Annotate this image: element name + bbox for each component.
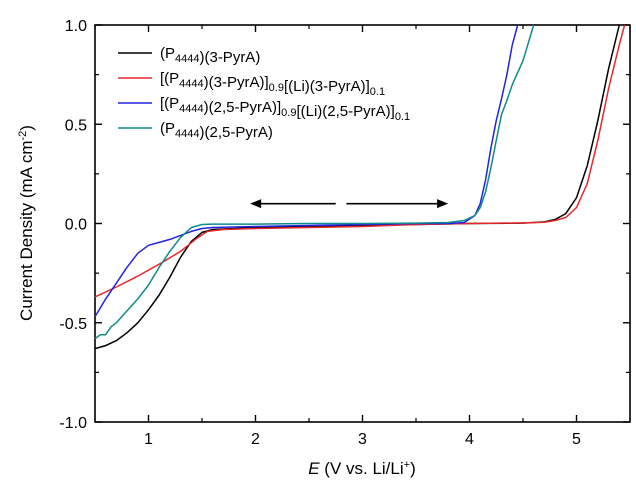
series-line-3 <box>94 24 519 318</box>
legend-subscript: 4444 <box>175 128 199 140</box>
series-line-2 <box>94 24 626 298</box>
series-line-4 <box>94 24 535 340</box>
legend-label-1: (P4444)(3-PyrA) <box>160 45 260 66</box>
x-title-text: (V vs. Li/Li <box>320 459 404 478</box>
x-tick-label: 1 <box>144 431 153 448</box>
double-arrow-annotation <box>250 199 449 209</box>
x-title-variable: E <box>308 459 320 478</box>
legend-subscript: 0.1 <box>370 86 385 98</box>
legend-subscript: 4444 <box>175 53 199 65</box>
y-tick-label: 0.5 <box>65 117 87 134</box>
arrow-head-left <box>250 199 262 209</box>
legend-text-part: [(Li)(2,5-PyrA)] <box>296 103 394 120</box>
legend-subscript: 4444 <box>179 78 203 90</box>
series-line-1 <box>94 24 621 350</box>
x-title-close: ) <box>410 459 416 478</box>
y-tick-label: -1.0 <box>59 415 87 432</box>
legend-label-3: [(P4444)(2,5-PyrA)]0.9[(Li)(2,5-PyrA)]0.… <box>160 95 410 123</box>
legend: (P4444)(3-PyrA)[(P4444)(3-PyrA)]0.9[(Li)… <box>118 45 410 141</box>
legend-subscript: 4444 <box>179 103 203 115</box>
y-title-text: Current Density (mA cm <box>17 141 36 321</box>
legend-text-part: [(Li)(3-PyrA)] <box>284 78 370 95</box>
x-tick-label: 5 <box>572 431 581 448</box>
axis-ticks: 1 2 3 4 5 -1.0 -0.5 0.0 0.5 1.0 <box>59 18 631 448</box>
legend-text-part: (P <box>160 120 175 137</box>
legend-text-part: )(2,5-PyrA) <box>199 124 272 141</box>
legend-text-part: [(P <box>160 95 179 112</box>
y-title-superscript: -2 <box>17 131 29 141</box>
legend-label-2: [(P4444)(3-PyrA)]0.9[(Li)(3-PyrA)]0.1 <box>160 70 385 98</box>
x-title-superscript: + <box>404 459 410 471</box>
y-title-close: ) <box>17 125 36 131</box>
legend-text-part: (P <box>160 45 175 62</box>
legend-text-part: )(2,5-PyrA)] <box>204 99 282 116</box>
series-layer <box>94 24 626 350</box>
y-tick-label: 0.0 <box>65 217 87 234</box>
x-tick-label: 2 <box>251 431 260 448</box>
legend-label-4: (P4444)(2,5-PyrA) <box>160 120 273 141</box>
legend-subscript: 0.9 <box>281 107 296 119</box>
x-tick-label: 4 <box>465 431 474 448</box>
legend-subscript: 0.9 <box>269 82 284 94</box>
y-tick-label: -0.5 <box>59 316 87 333</box>
legend-text-part: )(3-PyrA)] <box>204 74 269 91</box>
legend-text-part: [(P <box>160 70 179 87</box>
y-axis-title: Current Density (mA cm-2) <box>17 125 36 321</box>
x-tick-label: 3 <box>358 431 367 448</box>
x-axis-title: E (V vs. Li/Li+) <box>308 459 416 478</box>
y-tick-label: 1.0 <box>65 18 87 35</box>
legend-subscript: 0.1 <box>395 111 410 123</box>
arrow-head-right <box>437 199 449 209</box>
legend-text-part: )(3-PyrA) <box>199 49 260 66</box>
